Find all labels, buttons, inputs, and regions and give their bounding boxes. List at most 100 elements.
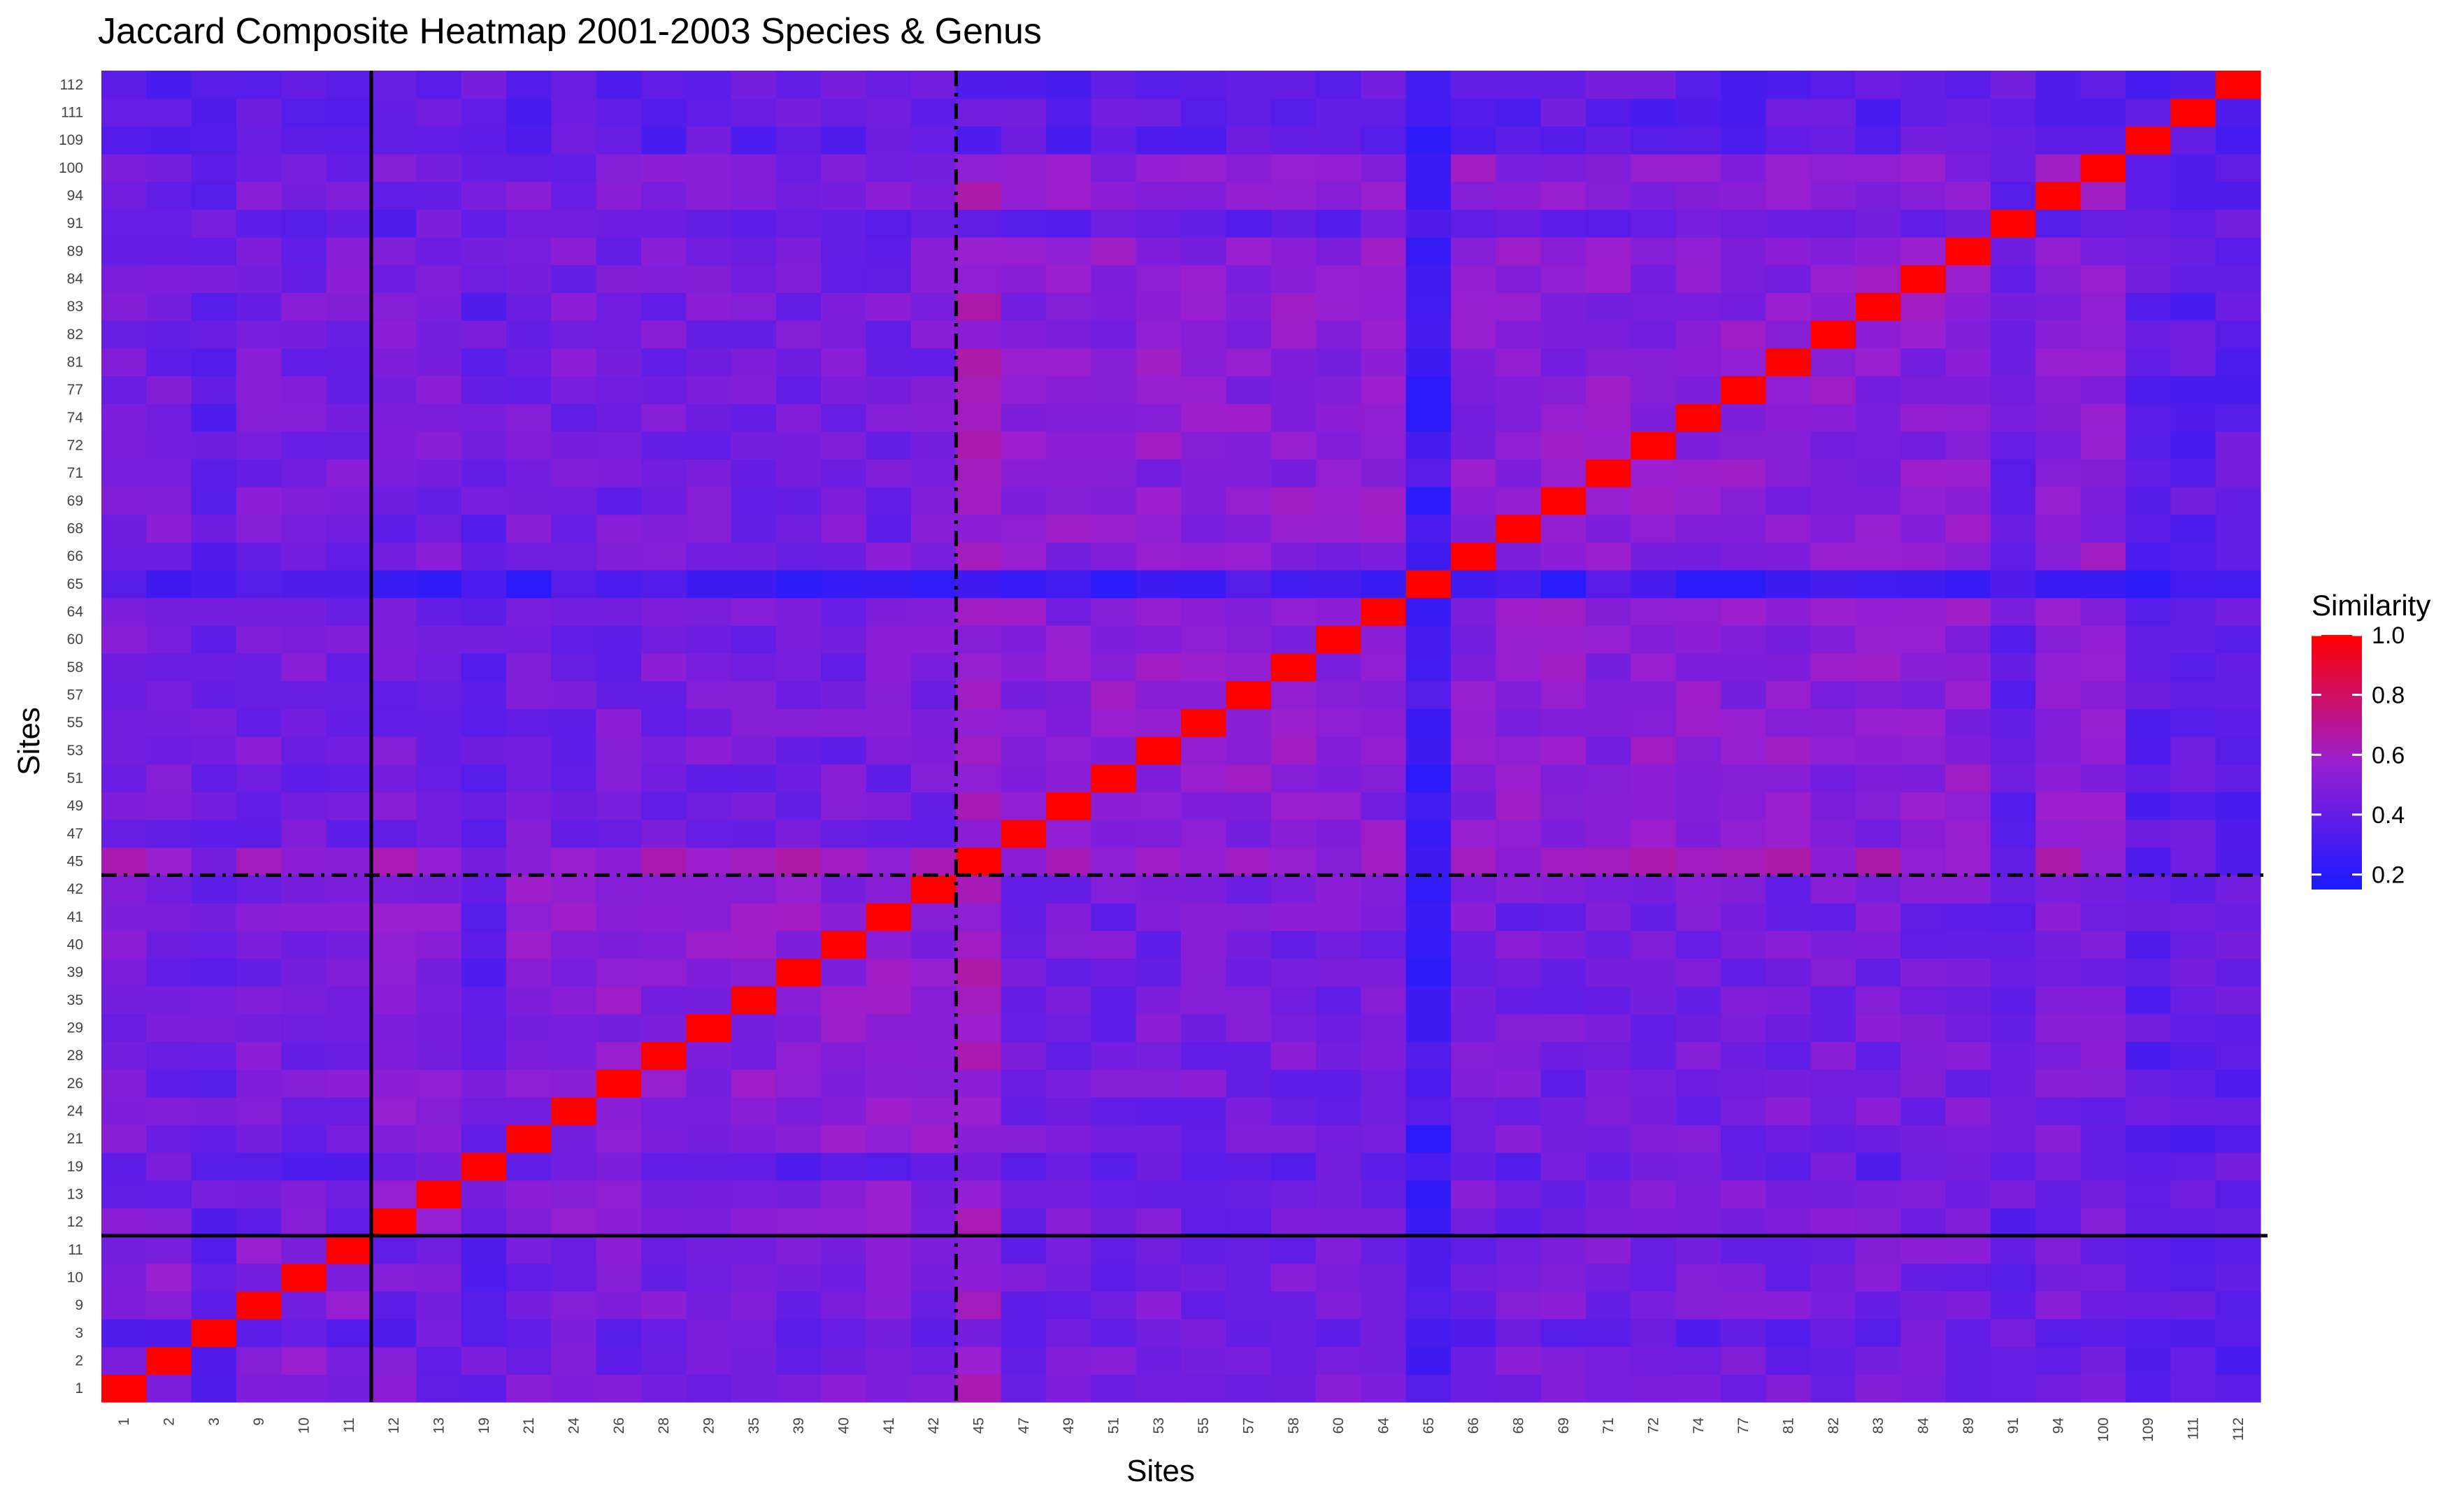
- heatmap-cell-35-69: [731, 487, 777, 515]
- heatmap-cell-1-81: [101, 348, 147, 376]
- heatmap-cell-84-21: [1900, 1124, 1947, 1153]
- heatmap-cell-68-57: [1496, 680, 1542, 709]
- heatmap-cell-71-39: [1586, 958, 1631, 987]
- y-axis-title: Sites: [12, 707, 46, 776]
- heatmap-cell-49-21: [1046, 1124, 1091, 1153]
- heatmap-cell-41-10: [866, 1263, 912, 1292]
- heatmap-cell-60-89: [1316, 237, 1361, 266]
- heatmap-cell-3-35: [191, 986, 237, 1015]
- x-tick-label: 9: [251, 1417, 267, 1426]
- heatmap-cell-94-47: [2035, 820, 2082, 848]
- heatmap-cell-40-112: [821, 71, 867, 99]
- heatmap-cell-1-66: [101, 542, 147, 571]
- heatmap-cell-40-64: [821, 597, 867, 626]
- heatmap-cell-94-29: [2035, 1013, 2082, 1042]
- heatmap-cell-64-19: [1361, 1152, 1407, 1181]
- heatmap-cell-28-58: [641, 653, 687, 682]
- heatmap-cell-35-60: [731, 625, 777, 654]
- heatmap-cell-69-39: [1540, 958, 1586, 987]
- heatmap-cell-68-41: [1496, 903, 1542, 931]
- heatmap-cell-9-2: [236, 1346, 282, 1375]
- heatmap-cell-39-112: [776, 71, 822, 99]
- heatmap-cell-26-82: [596, 320, 642, 349]
- heatmap-cell-11-82: [326, 320, 372, 349]
- heatmap-cell-39-83: [776, 292, 822, 321]
- heatmap-cell-89-2: [1945, 1346, 1991, 1375]
- heatmap-cell-81-10: [1765, 1263, 1812, 1292]
- heatmap-cell-35-84: [731, 264, 777, 293]
- heatmap-cell-84-77: [1900, 376, 1947, 404]
- heatmap-cell-2-2: [146, 1346, 192, 1375]
- heatmap-cell-21-9: [506, 1291, 552, 1320]
- heatmap-cell-45-41: [956, 903, 1002, 931]
- heatmap-cell-9-19: [236, 1152, 282, 1181]
- heatmap-cell-10-111: [281, 98, 327, 127]
- heatmap-cell-21-83: [506, 292, 552, 321]
- heatmap-cell-19-112: [461, 71, 507, 99]
- heatmap-cell-40-71: [821, 459, 867, 487]
- heatmap-cell-28-39: [641, 958, 687, 987]
- heatmap-cell-1-111: [101, 98, 147, 127]
- heatmap-cell-69-35: [1540, 986, 1586, 1015]
- heatmap-cell-28-9: [641, 1291, 687, 1320]
- heatmap-cell-57-94: [1226, 181, 1272, 210]
- heatmap-cell-77-111: [1721, 98, 1766, 127]
- heatmap-cell-41-39: [866, 958, 912, 987]
- heatmap-cell-77-19: [1721, 1152, 1766, 1181]
- heatmap-cell-47-60: [1001, 625, 1047, 654]
- heatmap-cell-26-111: [596, 98, 642, 127]
- heatmap-cell-53-81: [1136, 348, 1182, 376]
- heatmap-cell-10-65: [281, 570, 327, 599]
- heatmap-cell-1-83: [101, 292, 147, 321]
- heatmap-cell-100-12: [2080, 1208, 2126, 1236]
- heatmap-cell-89-64: [1945, 597, 1991, 626]
- heatmap-cell-74-41: [1675, 903, 1721, 931]
- heatmap-cell-53-83: [1136, 292, 1182, 321]
- heatmap-cell-21-82: [506, 320, 552, 349]
- heatmap-cell-66-55: [1451, 708, 1496, 737]
- heatmap-cell-91-57: [1991, 680, 2036, 709]
- heatmap-cell-53-68: [1136, 514, 1182, 543]
- heatmap-cell-51-12: [1091, 1208, 1137, 1236]
- heatmap-cell-82-3: [1810, 1319, 1856, 1348]
- heatmap-cell-84-49: [1900, 792, 1947, 820]
- heatmap-cell-47-1: [1001, 1374, 1047, 1403]
- heatmap-cell-51-24: [1091, 1097, 1137, 1125]
- heatmap-cell-100-3: [2080, 1319, 2126, 1348]
- heatmap-cell-3-71: [191, 459, 237, 487]
- heatmap-cell-66-68: [1451, 514, 1496, 543]
- heatmap-cell-26-13: [596, 1180, 642, 1208]
- heatmap-cell-60-65: [1316, 570, 1361, 599]
- heatmap-cell-57-72: [1226, 431, 1272, 459]
- heatmap-cell-68-81: [1496, 348, 1542, 376]
- heatmap-cell-81-55: [1765, 708, 1812, 737]
- heatmap-cell-26-42: [596, 875, 642, 903]
- x-axis-title: Sites: [1126, 1454, 1195, 1488]
- heatmap-cell-74-82: [1675, 320, 1721, 349]
- heatmap-cell-68-3: [1496, 1319, 1542, 1348]
- heatmap-cell-1-1: [101, 1374, 147, 1403]
- heatmap-cell-71-60: [1586, 625, 1631, 654]
- heatmap-cell-40-55: [821, 708, 867, 737]
- x-tick-label: 35: [746, 1417, 762, 1434]
- heatmap-cell-3-13: [191, 1180, 237, 1208]
- heatmap-cell-82-35: [1810, 986, 1856, 1015]
- heatmap-cell-65-82: [1405, 320, 1452, 349]
- heatmap-cell-81-11: [1765, 1236, 1812, 1264]
- heatmap-cell-60-35: [1316, 986, 1361, 1015]
- heatmap-cell-1-47: [101, 820, 147, 848]
- x-tick-label: 42: [926, 1417, 942, 1434]
- heatmap-cell-57-19: [1226, 1152, 1272, 1181]
- x-tick-label: 2: [162, 1417, 178, 1426]
- heatmap-cell-74-83: [1675, 292, 1721, 321]
- heatmap-cell-2-12: [146, 1208, 192, 1236]
- heatmap-cell-82-21: [1810, 1124, 1856, 1153]
- heatmap-cell-112-58: [2215, 653, 2261, 682]
- heatmap-cell-77-94: [1721, 181, 1766, 210]
- heatmap-cell-94-26: [2035, 1069, 2082, 1098]
- heatmap-cell-26-53: [596, 736, 642, 765]
- heatmap-cell-49-13: [1046, 1180, 1091, 1208]
- x-tick-label: 28: [656, 1417, 672, 1434]
- heatmap-cell-12-47: [371, 820, 417, 848]
- heatmap-cell-26-81: [596, 348, 642, 376]
